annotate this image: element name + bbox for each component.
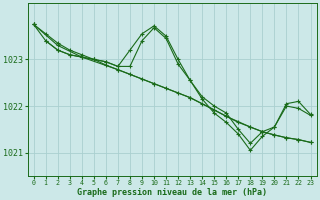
X-axis label: Graphe pression niveau de la mer (hPa): Graphe pression niveau de la mer (hPa) (77, 188, 267, 197)
